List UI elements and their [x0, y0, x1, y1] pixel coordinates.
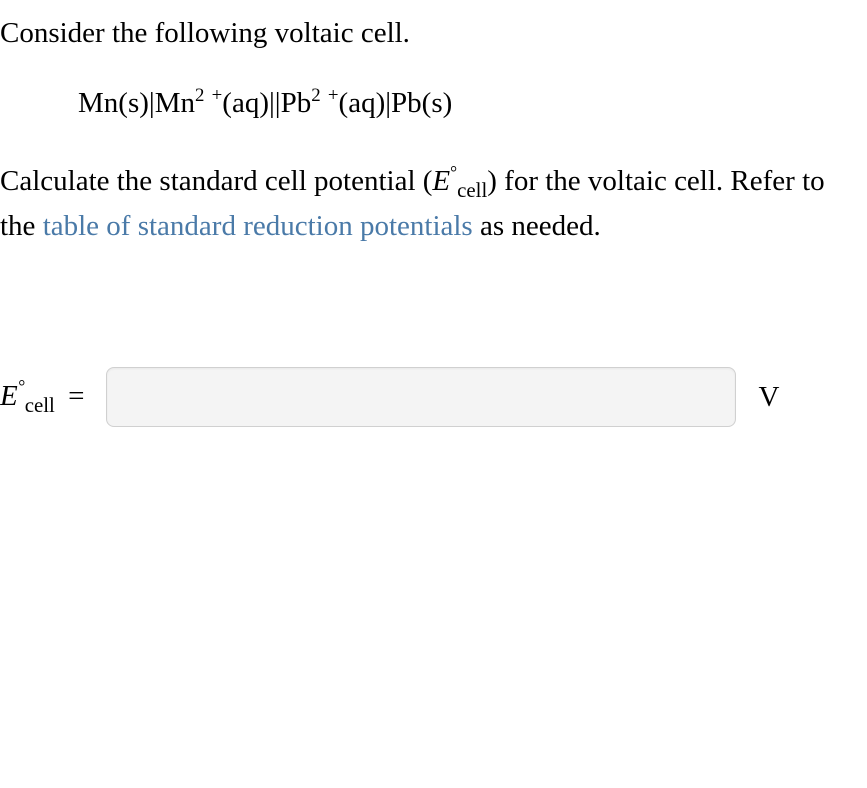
- answer-lhs: E°cell =: [0, 375, 84, 420]
- notation-part: (aq)|Pb(s): [339, 87, 453, 119]
- answer-degree: °: [18, 376, 25, 396]
- notation-part: (aq)||Pb: [222, 87, 311, 119]
- cell-notation: Mn(s)|Mn2 +(aq)||Pb2 +(aq)|Pb(s): [78, 82, 867, 124]
- notation-part: Mn(s)|Mn: [78, 87, 195, 119]
- question-post: as needed.: [473, 210, 601, 242]
- notation-exp: 2: [195, 85, 204, 106]
- symbol-E: E: [432, 165, 450, 197]
- answer-E: E: [0, 380, 18, 412]
- question-pre: Calculate the standard cell potential (: [0, 165, 432, 197]
- notation-exp: 2: [311, 85, 320, 106]
- notation-plus: +: [212, 85, 223, 106]
- question-text: Calculate the standard cell potential (E…: [0, 160, 867, 247]
- answer-sub: cell: [25, 392, 55, 416]
- symbol-degree: °: [450, 162, 457, 182]
- answer-row: E°cell = V: [0, 367, 867, 427]
- unit-label: V: [758, 376, 779, 418]
- notation-plus: +: [328, 85, 339, 106]
- equals-sign: =: [68, 380, 84, 412]
- symbol-sub: cell: [457, 178, 487, 202]
- intro-text: Consider the following voltaic cell.: [0, 12, 867, 54]
- reduction-potentials-link[interactable]: table of standard reduction potentials: [43, 210, 473, 242]
- answer-input[interactable]: [106, 367, 736, 427]
